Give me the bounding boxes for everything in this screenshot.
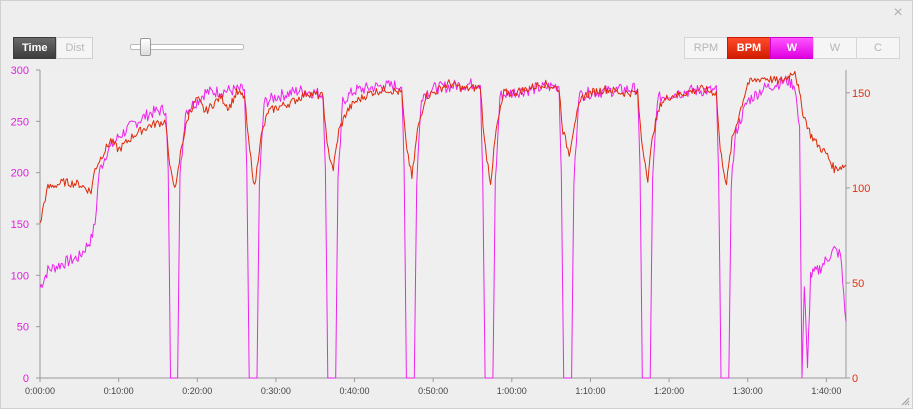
- x-tick-label: 1:00:00: [497, 386, 527, 396]
- slider-track: [130, 44, 244, 50]
- y-left-tick-label: 150: [11, 219, 29, 231]
- y-left-tick-label: 300: [11, 65, 29, 77]
- y-left-tick-label: 50: [17, 322, 29, 334]
- watts-series-line: [39, 75, 847, 379]
- y-right-tick-label: 100: [852, 183, 870, 195]
- resize-grip-icon[interactable]: [900, 396, 910, 406]
- x-tick-label: 0:40:00: [340, 386, 370, 396]
- zoom-slider[interactable]: [130, 38, 244, 56]
- y-left-tick-label: 100: [11, 270, 29, 282]
- slider-thumb[interactable]: [140, 38, 151, 56]
- cadence-series-button[interactable]: C: [856, 37, 900, 59]
- x-tick-label: 0:50:00: [418, 386, 448, 396]
- y-right-tick-label: 50: [852, 278, 864, 290]
- x-tick-label: 0:00:00: [25, 386, 55, 396]
- x-tick-label: 1:20:00: [654, 386, 684, 396]
- bpm-series-button[interactable]: BPM: [727, 37, 771, 59]
- time-mode-button[interactable]: Time: [13, 37, 57, 59]
- y-left-tick-label: 200: [11, 168, 29, 180]
- x-mode-toggle: Time Dist: [13, 37, 94, 59]
- y-left-tick-label: 0: [23, 373, 29, 385]
- plot-area: [40, 70, 846, 378]
- x-tick-label: 1:40:00: [811, 386, 841, 396]
- y-left-tick-label: 250: [11, 116, 29, 128]
- x-tick-label: 0:10:00: [104, 386, 134, 396]
- x-tick-label: 0:20:00: [182, 386, 212, 396]
- x-tick-label: 1:10:00: [575, 386, 605, 396]
- distance-mode-button[interactable]: Dist: [56, 37, 94, 59]
- x-tick-label: 0:30:00: [261, 386, 291, 396]
- y-right-tick-label: 0: [852, 373, 858, 385]
- bpm-series-line: [39, 70, 847, 224]
- x-tick-label: 1:30:00: [733, 386, 763, 396]
- y-right-tick-label: 150: [852, 88, 870, 100]
- series-toggle-group: RPM BPM W W C: [684, 37, 900, 59]
- close-icon[interactable]: ×: [893, 4, 903, 21]
- rpm-series-button[interactable]: RPM: [684, 37, 728, 59]
